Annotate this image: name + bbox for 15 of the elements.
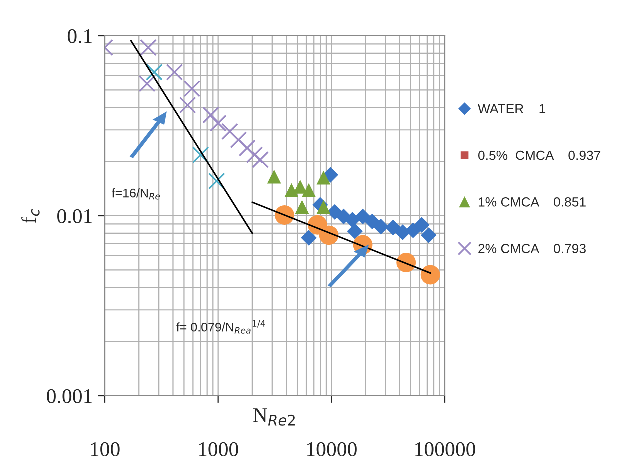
- legend-label: 1% CMCA 0.851: [478, 198, 586, 207]
- x-tick-label: 1000: [199, 442, 238, 456]
- legend-label: WATER 1: [478, 104, 546, 114]
- x-tick-label: 10000: [307, 442, 357, 456]
- y-tick-label: 0.001: [47, 389, 92, 404]
- legend-label: 0.5% CMCA 0.937: [478, 150, 601, 160]
- y-axis-title: f$_{c}$: [22, 208, 40, 224]
- annotation: f=16/N$_{Re}$: [112, 188, 160, 200]
- legend-label: 2% CMCA 0.793: [478, 244, 586, 254]
- y-tick-label: 0.01: [58, 209, 92, 224]
- x-tick-label: 100: [91, 442, 120, 456]
- x-tick-label: 100000: [416, 442, 476, 456]
- x-axis-title: N$_{Re2}$: [253, 408, 295, 426]
- annotation: f= 0.079/N$_{Rea}$$^{1/4}$: [176, 320, 266, 334]
- y-tick-label: 0.1: [68, 29, 92, 44]
